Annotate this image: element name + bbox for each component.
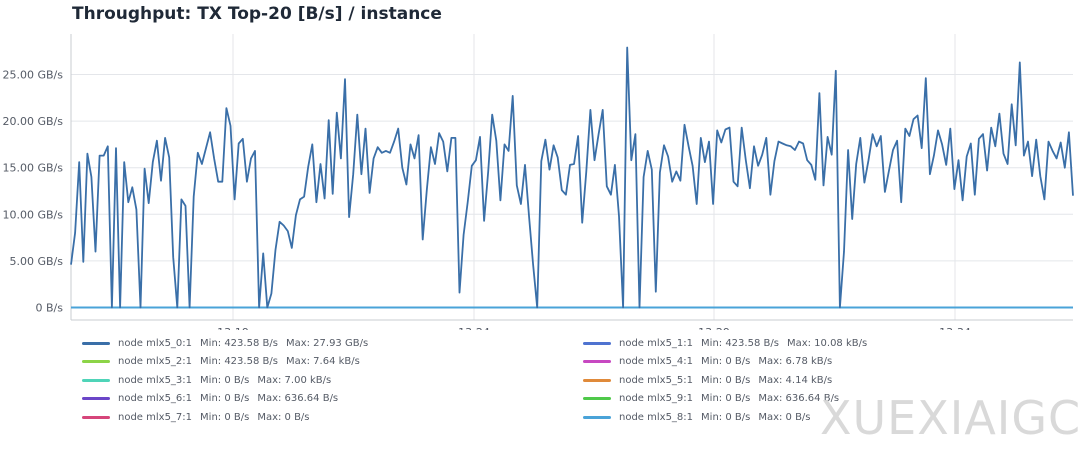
legend-item[interactable]: node mlx5_6:1 Min: 0 B/s Max: 636.64 B/s <box>82 391 338 407</box>
legend-max: Max: 7.00 kB/s <box>257 374 332 386</box>
legend-swatch <box>583 397 611 400</box>
legend-series-name: node mlx5_8:1 <box>619 411 694 423</box>
legend-series-name: node mlx5_9:1 <box>619 393 694 404</box>
watermark: XUEXIAIGC <box>820 391 1080 445</box>
legend-min: Min: 423.58 B/s <box>200 337 278 349</box>
x-tick-label: 13:29 <box>698 326 730 330</box>
legend-min: Min: 423.58 B/s <box>200 356 278 367</box>
chart-plot: 0 B/s 5.00 GB/s 10.00 GB/s 15.00 GB/s 20.00 … <box>3 34 1074 330</box>
legend-max: Max: 10.08 kB/s <box>786 337 868 349</box>
y-tick-label: 15.00 GB/s <box>3 162 64 175</box>
legend-series-name: node mlx5_4:1 <box>619 356 694 367</box>
legend-swatch <box>82 415 110 419</box>
legend-max: Max: 0 B/s <box>758 411 811 423</box>
legend-min: Min: 0 B/s <box>200 374 250 386</box>
legend-series-name: node mlx5_7:1 <box>118 411 193 423</box>
legend-item[interactable]: node mlx5_7:1 Min: 0 B/s Max: 0 B/s <box>82 409 310 425</box>
y-tick-label: 25.00 GB/s <box>3 69 64 82</box>
legend-max: Max: 4.14 kB/s <box>758 374 833 386</box>
chart-title: Throughput: TX Top-20 [B/s] / instance <box>72 4 442 24</box>
y-tick-label: 20.00 GB/s <box>3 115 64 128</box>
legend-item[interactable]: node mlx5_4:1 Min: 0 B/s Max: 6.78 kB/s <box>583 354 832 370</box>
legend-item[interactable]: node mlx5_0:1 Min: 423.58 B/s Max: 27.93 G… <box>82 335 368 351</box>
x-tick-label: 13:24 <box>458 326 490 330</box>
x-tick-label: 13:19 <box>217 326 249 330</box>
legend-swatch <box>82 341 110 345</box>
legend-swatch <box>583 415 611 419</box>
legend-max: Max: 27.93 GB/s <box>285 337 369 349</box>
legend-item[interactable]: node mlx5_3:1 Min: 0 B/s Max: 7.00 kB/s <box>82 372 331 388</box>
legend-max: Max: 6.78 kB/s <box>758 356 833 367</box>
legend-series-name: node mlx5_1:1 <box>619 337 694 349</box>
legend-min: Min: 423.58 B/s <box>701 337 779 349</box>
legend-max: Max: 0 B/s <box>257 411 310 423</box>
legend-max: Max: 636.64 B/s <box>758 393 840 404</box>
legend-swatch <box>583 360 611 363</box>
legend-series-name: node mlx5_3:1 <box>118 374 193 386</box>
legend-swatch <box>583 378 611 382</box>
y-tick-label: 10.00 GB/s <box>3 208 64 221</box>
legend-min: Min: 0 B/s <box>200 393 250 404</box>
legend-swatch <box>82 397 110 400</box>
legend-series-name: node mlx5_6:1 <box>118 393 193 404</box>
legend-item[interactable]: node mlx5_8:1 Min: 0 B/s Max: 0 B/s <box>583 409 811 425</box>
legend-max: Max: 7.64 kB/s <box>285 356 360 367</box>
legend-series-name: node mlx5_5:1 <box>619 374 694 386</box>
legend-swatch <box>82 360 110 363</box>
legend-swatch <box>583 341 611 345</box>
legend-swatch <box>82 378 110 382</box>
legend-item[interactable]: node mlx5_1:1 Min: 423.58 B/s Max: 10.08 k… <box>583 335 867 351</box>
x-tick-label: 13:34 <box>939 326 971 330</box>
legend-min: Min: 0 B/s <box>701 411 751 423</box>
legend-item[interactable]: node mlx5_5:1 Min: 0 B/s Max: 4.14 kB/s <box>583 372 832 388</box>
series-line-mlx5_0 <box>70 46 1074 309</box>
legend-series-name: node mlx5_0:1 <box>118 337 193 349</box>
legend-min: Min: 0 B/s <box>701 393 751 404</box>
legend-max: Max: 636.64 B/s <box>257 393 339 404</box>
legend-min: Min: 0 B/s <box>701 374 751 386</box>
legend-min: Min: 0 B/s <box>701 356 751 367</box>
legend-min: Min: 0 B/s <box>200 411 250 423</box>
legend-series-name: node mlx5_2:1 <box>118 356 193 367</box>
legend-item[interactable]: node mlx5_9:1 Min: 0 B/s Max: 636.64 B/s <box>583 391 839 407</box>
y-tick-label: 5.00 GB/s <box>10 255 64 268</box>
legend-item[interactable]: node mlx5_2:1 Min: 423.58 B/s Max: 7.64 kB… <box>82 354 360 370</box>
y-tick-label: 0 B/s <box>36 302 64 315</box>
